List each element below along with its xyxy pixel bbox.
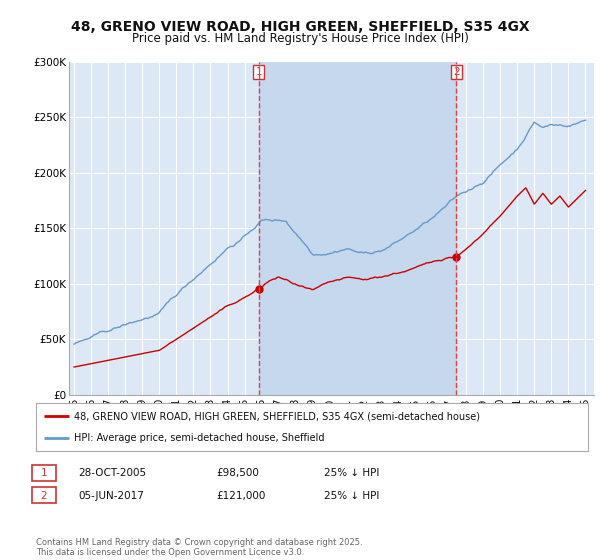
Text: £98,500: £98,500 — [216, 468, 259, 478]
Text: 25% ↓ HPI: 25% ↓ HPI — [324, 491, 379, 501]
Text: 1: 1 — [256, 67, 262, 77]
Text: 48, GRENO VIEW ROAD, HIGH GREEN, SHEFFIELD, S35 4GX: 48, GRENO VIEW ROAD, HIGH GREEN, SHEFFIE… — [71, 20, 529, 34]
Text: 1: 1 — [40, 468, 47, 478]
Text: HPI: Average price, semi-detached house, Sheffield: HPI: Average price, semi-detached house,… — [74, 433, 324, 443]
Text: £121,000: £121,000 — [216, 491, 265, 501]
Bar — [259, 62, 457, 395]
Text: Contains HM Land Registry data © Crown copyright and database right 2025.
This d: Contains HM Land Registry data © Crown c… — [36, 538, 362, 557]
Text: 48, GRENO VIEW ROAD, HIGH GREEN, SHEFFIELD, S35 4GX (semi-detached house): 48, GRENO VIEW ROAD, HIGH GREEN, SHEFFIE… — [74, 411, 479, 421]
Text: 28-OCT-2005: 28-OCT-2005 — [78, 468, 146, 478]
Text: 25% ↓ HPI: 25% ↓ HPI — [324, 468, 379, 478]
Text: Price paid vs. HM Land Registry's House Price Index (HPI): Price paid vs. HM Land Registry's House … — [131, 32, 469, 45]
Text: 2: 2 — [40, 491, 47, 501]
Text: 2: 2 — [453, 67, 460, 77]
Text: 05-JUN-2017: 05-JUN-2017 — [78, 491, 144, 501]
